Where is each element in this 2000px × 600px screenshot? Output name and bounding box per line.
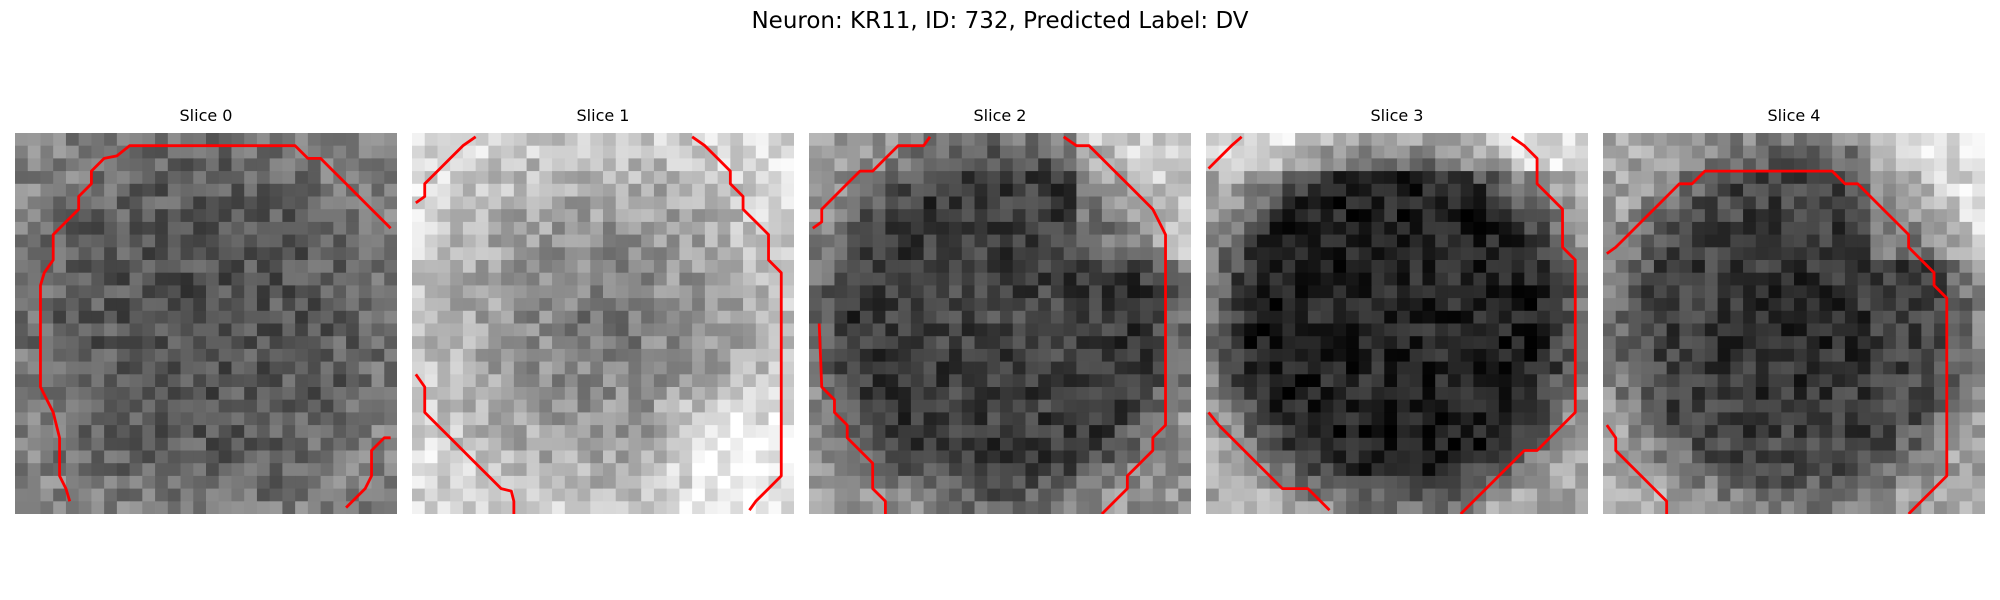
slice-image <box>809 133 1191 514</box>
panel-slice-3: Slice 3 <box>1206 106 1588 514</box>
slice-image <box>15 133 397 514</box>
panel-title: Slice 4 <box>1603 106 1985 126</box>
panel-title: Slice 0 <box>15 106 397 126</box>
panel-slice-2: Slice 2 <box>809 106 1191 514</box>
panel-slice-4: Slice 4 <box>1603 106 1985 514</box>
slice-image <box>1206 133 1588 514</box>
figure-title: Neuron: KR11, ID: 732, Predicted Label: … <box>0 7 2000 35</box>
panel-title: Slice 2 <box>809 106 1191 126</box>
panel-slice-0: Slice 0 <box>15 106 397 514</box>
slice-image <box>412 133 794 514</box>
slice-image <box>1603 133 1985 514</box>
panel-title: Slice 1 <box>412 106 794 126</box>
panel-title: Slice 3 <box>1206 106 1588 126</box>
panel-slice-1: Slice 1 <box>412 106 794 514</box>
